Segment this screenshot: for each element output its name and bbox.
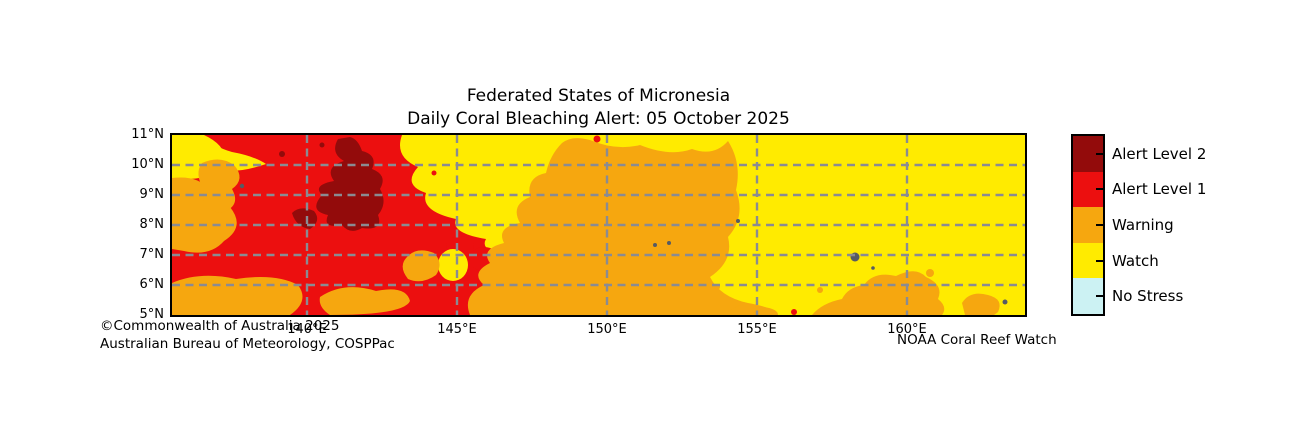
- legend-tick-5: [1096, 295, 1105, 297]
- attribution: ©Commonwealth of Australia 2025 Australi…: [100, 318, 395, 353]
- y-tick-11n: 11°N: [131, 127, 164, 142]
- legend-tick-2: [1096, 188, 1105, 190]
- figure-title-line2: Daily Coral Bleaching Alert: 05 October …: [407, 109, 790, 129]
- y-tick-6n: 6°N: [139, 277, 165, 292]
- y-tick-7n: 7°N: [139, 247, 165, 262]
- x-tick-150e: 150°E: [587, 322, 627, 337]
- legend-tick-3: [1096, 224, 1105, 226]
- legend-label-watch: Watch: [1112, 252, 1159, 270]
- figure-title: Federated States of Micronesia Daily Cor…: [171, 85, 1026, 131]
- legend-label-alert-level-1: Alert Level 1: [1112, 180, 1207, 198]
- y-tick-10n: 10°N: [131, 157, 164, 172]
- x-tick-160e: 160°E: [887, 322, 927, 337]
- x-tick-145e: 145°E: [437, 322, 477, 337]
- legend-tick-4: [1096, 260, 1105, 262]
- legend-label-warning: Warning: [1112, 216, 1174, 234]
- attribution-line2: Australian Bureau of Meteorology, COSPPa…: [100, 335, 395, 352]
- legend-label-alert-level-2: Alert Level 2: [1112, 145, 1207, 163]
- watch-gap-patch: [440, 252, 466, 278]
- gridlines: [172, 135, 1025, 315]
- legend-label-no-stress: No Stress: [1112, 287, 1184, 305]
- bleaching-alert-map: [170, 133, 1027, 317]
- legend-tick-1: [1096, 153, 1105, 155]
- x-tick-140e: 140°E: [287, 322, 327, 337]
- figure-title-line1: Federated States of Micronesia: [466, 86, 731, 106]
- bleaching-alert-raster: [172, 135, 1025, 315]
- attribution-line1: ©Commonwealth of Australia 2025: [100, 318, 340, 334]
- x-tick-155e: 155°E: [737, 322, 777, 337]
- y-tick-9n: 9°N: [139, 187, 165, 202]
- y-tick-5n: 5°N: [139, 307, 165, 322]
- y-tick-8n: 8°N: [139, 217, 165, 232]
- noaa-credit: NOAA Coral Reef Watch: [897, 332, 1057, 348]
